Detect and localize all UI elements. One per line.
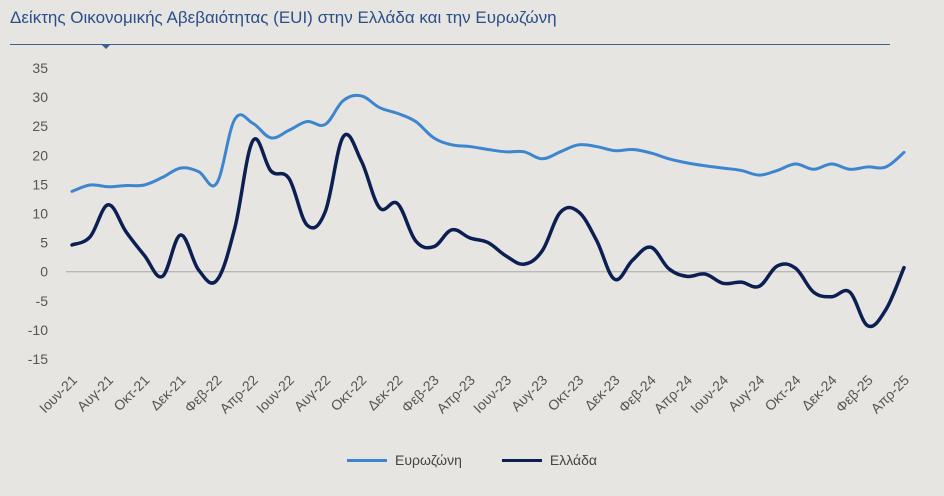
x-tick-label: Δεκ-22: [364, 372, 406, 414]
legend-label-greece: Ελλάδα: [549, 452, 597, 468]
legend: Ευρωζώνη Ελλάδα: [0, 452, 944, 468]
title-underline-notch: [101, 44, 111, 49]
x-axis: Ιουν-21Αυγ-21Οκτ-21Δεκ-21Φεβ-22Απρ-22Ιου…: [36, 372, 912, 417]
y-tick-label: 20: [32, 147, 48, 163]
title-underline: [10, 44, 890, 45]
y-tick-label: 10: [32, 206, 48, 222]
x-tick-label: Αυγ-22: [291, 372, 334, 415]
series-line-eurozone: [70, 93, 906, 193]
x-tick-label: Οκτ-22: [327, 372, 369, 414]
x-tick-label: Απρ-22: [216, 372, 261, 417]
x-tick-label: Φεβ-22: [181, 372, 225, 416]
x-tick-label: Αυγ-23: [508, 372, 551, 415]
y-tick-label: 35: [32, 60, 48, 76]
x-tick-label: Ιουν-24: [687, 372, 731, 416]
chart-title: Δείκτης Οικονομικής Αβεβαιότητας (EUI) σ…: [10, 8, 557, 27]
y-tick-label: 30: [32, 89, 48, 105]
legend-item-greece: Ελλάδα: [501, 452, 597, 468]
x-tick-label: Ιουν-22: [253, 372, 297, 416]
x-tick-label: Οκτ-24: [761, 372, 803, 414]
x-tick-label: Απρ-25: [867, 372, 912, 417]
x-tick-label: Απρ-24: [650, 372, 695, 417]
y-tick-label: -10: [28, 322, 48, 338]
y-tick-label: 15: [32, 176, 48, 192]
x-tick-label: Δεκ-24: [798, 372, 840, 414]
legend-label-eurozone: Ευρωζώνη: [395, 452, 462, 468]
y-tick-label: 5: [40, 235, 48, 251]
x-tick-label: Ιουν-21: [36, 372, 80, 416]
series-lines: [70, 93, 906, 329]
x-tick-label: Αυγ-24: [725, 372, 768, 415]
x-tick-label: Φεβ-24: [615, 372, 659, 416]
series-line-greece: [70, 132, 906, 329]
legend-swatch-eurozone: [347, 458, 388, 462]
x-tick-label: Φεβ-23: [398, 372, 442, 416]
x-tick-label: Φεβ-25: [832, 372, 876, 416]
legend-item-eurozone: Ευρωζώνη: [347, 452, 462, 468]
y-axis: 35 30 25 20 15 10 5 0 -5 -10 -15: [28, 60, 48, 367]
y-tick-label: 25: [32, 118, 48, 134]
x-tick-label: Οκτ-23: [544, 372, 586, 414]
x-tick-label: Ιουν-23: [470, 372, 514, 416]
y-tick-label: -5: [36, 293, 49, 309]
x-tick-label: Απρ-23: [433, 372, 478, 417]
x-tick-label: Δεκ-21: [147, 372, 189, 414]
legend-swatch-greece: [501, 458, 542, 462]
y-tick-label: -15: [28, 351, 48, 367]
x-tick-label: Δεκ-23: [581, 372, 623, 414]
x-tick-label: Αυγ-21: [74, 372, 117, 415]
x-tick-label: Οκτ-21: [110, 372, 152, 414]
y-tick-label: 0: [40, 264, 48, 280]
